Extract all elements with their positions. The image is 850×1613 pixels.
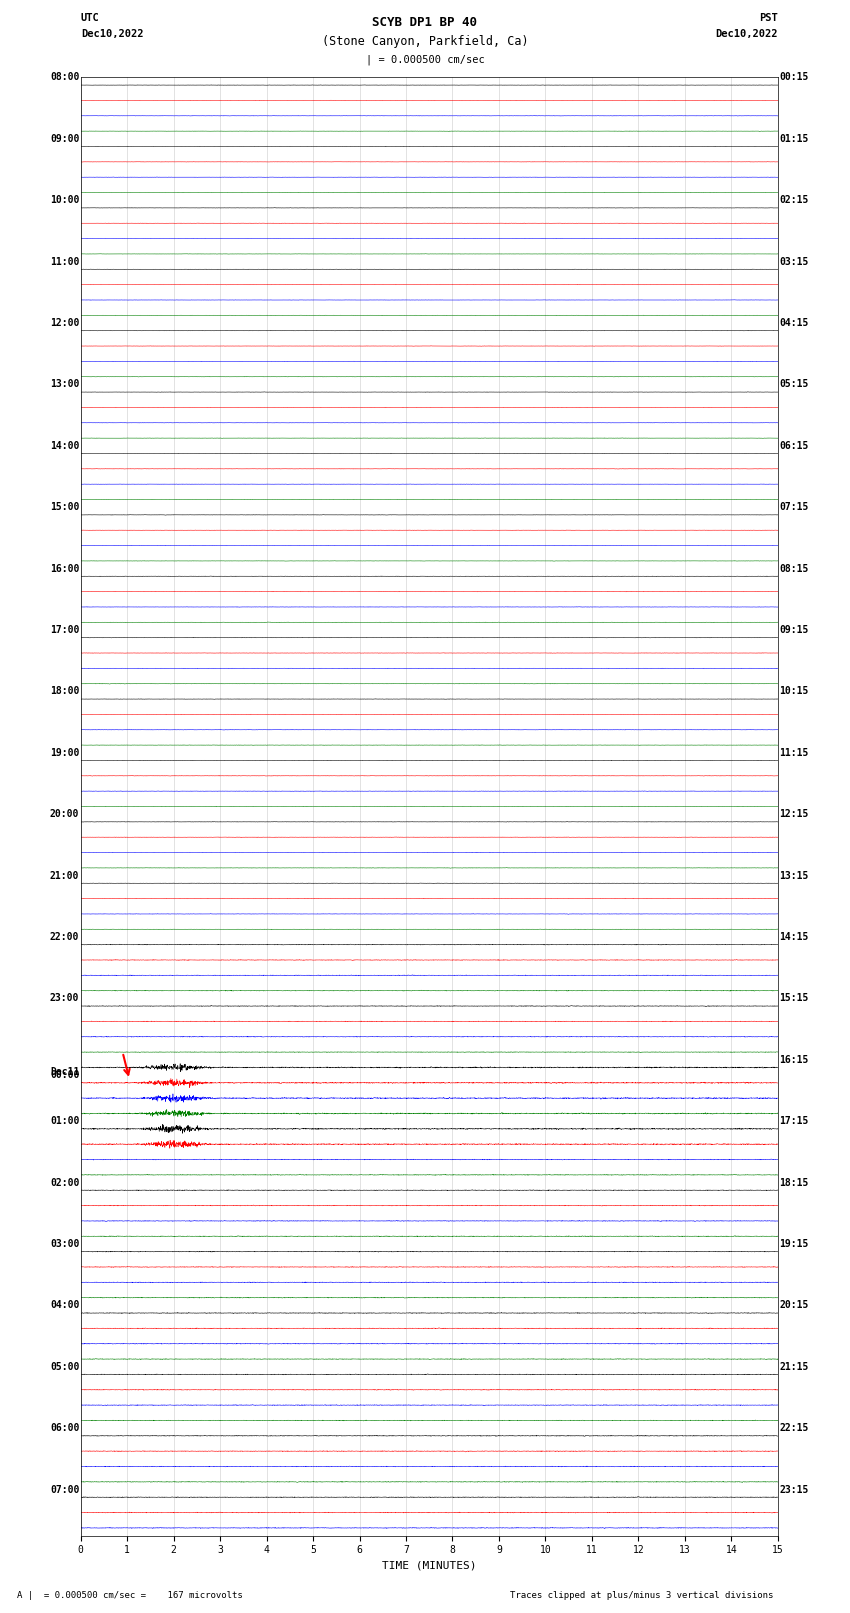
Text: A |  = 0.000500 cm/sec =    167 microvolts: A | = 0.000500 cm/sec = 167 microvolts bbox=[17, 1590, 243, 1600]
Text: 09:00: 09:00 bbox=[50, 134, 79, 144]
Text: 19:15: 19:15 bbox=[779, 1239, 808, 1248]
Text: 11:15: 11:15 bbox=[779, 748, 808, 758]
Text: 04:15: 04:15 bbox=[779, 318, 808, 327]
Text: 22:00: 22:00 bbox=[50, 932, 79, 942]
Text: 00:00: 00:00 bbox=[50, 1069, 79, 1081]
Text: SCYB DP1 BP 40: SCYB DP1 BP 40 bbox=[372, 16, 478, 29]
Text: 06:15: 06:15 bbox=[779, 440, 808, 450]
Text: 02:00: 02:00 bbox=[50, 1177, 79, 1187]
Text: 10:00: 10:00 bbox=[50, 195, 79, 205]
Text: UTC: UTC bbox=[81, 13, 99, 23]
Text: 09:15: 09:15 bbox=[779, 624, 808, 636]
X-axis label: TIME (MINUTES): TIME (MINUTES) bbox=[382, 1561, 477, 1571]
Text: 18:15: 18:15 bbox=[779, 1177, 808, 1187]
Text: 01:15: 01:15 bbox=[779, 134, 808, 144]
Text: 19:00: 19:00 bbox=[50, 748, 79, 758]
Text: 15:15: 15:15 bbox=[779, 994, 808, 1003]
Text: 03:00: 03:00 bbox=[50, 1239, 79, 1248]
Text: 05:00: 05:00 bbox=[50, 1361, 79, 1371]
Text: 23:00: 23:00 bbox=[50, 994, 79, 1003]
Text: 23:15: 23:15 bbox=[779, 1484, 808, 1495]
Text: Dec10,2022: Dec10,2022 bbox=[715, 29, 778, 39]
Text: 20:15: 20:15 bbox=[779, 1300, 808, 1310]
Text: 02:15: 02:15 bbox=[779, 195, 808, 205]
Text: 07:15: 07:15 bbox=[779, 502, 808, 513]
Text: 18:00: 18:00 bbox=[50, 687, 79, 697]
Text: 00:15: 00:15 bbox=[779, 73, 808, 82]
Text: PST: PST bbox=[759, 13, 778, 23]
Text: 11:00: 11:00 bbox=[50, 256, 79, 266]
Text: 10:15: 10:15 bbox=[779, 687, 808, 697]
Text: 16:15: 16:15 bbox=[779, 1055, 808, 1065]
Text: 17:00: 17:00 bbox=[50, 624, 79, 636]
Text: 13:15: 13:15 bbox=[779, 871, 808, 881]
Text: 21:15: 21:15 bbox=[779, 1361, 808, 1371]
Text: 04:00: 04:00 bbox=[50, 1300, 79, 1310]
Text: 14:00: 14:00 bbox=[50, 440, 79, 450]
Text: 12:00: 12:00 bbox=[50, 318, 79, 327]
Text: 03:15: 03:15 bbox=[779, 256, 808, 266]
Text: | = 0.000500 cm/sec: | = 0.000500 cm/sec bbox=[366, 55, 484, 66]
Text: 15:00: 15:00 bbox=[50, 502, 79, 513]
Text: 21:00: 21:00 bbox=[50, 871, 79, 881]
Text: 08:00: 08:00 bbox=[50, 73, 79, 82]
Text: 16:00: 16:00 bbox=[50, 563, 79, 574]
Text: 06:00: 06:00 bbox=[50, 1423, 79, 1432]
Text: 01:00: 01:00 bbox=[50, 1116, 79, 1126]
Text: Traces clipped at plus/minus 3 vertical divisions: Traces clipped at plus/minus 3 vertical … bbox=[510, 1590, 774, 1600]
Text: 13:00: 13:00 bbox=[50, 379, 79, 389]
Text: 17:15: 17:15 bbox=[779, 1116, 808, 1126]
Text: 07:00: 07:00 bbox=[50, 1484, 79, 1495]
Text: 20:00: 20:00 bbox=[50, 810, 79, 819]
Text: Dec11: Dec11 bbox=[50, 1068, 79, 1077]
Text: (Stone Canyon, Parkfield, Ca): (Stone Canyon, Parkfield, Ca) bbox=[321, 35, 529, 48]
Text: 22:15: 22:15 bbox=[779, 1423, 808, 1432]
Text: 08:15: 08:15 bbox=[779, 563, 808, 574]
Text: 14:15: 14:15 bbox=[779, 932, 808, 942]
Text: 12:15: 12:15 bbox=[779, 810, 808, 819]
Text: Dec10,2022: Dec10,2022 bbox=[81, 29, 144, 39]
Text: 05:15: 05:15 bbox=[779, 379, 808, 389]
